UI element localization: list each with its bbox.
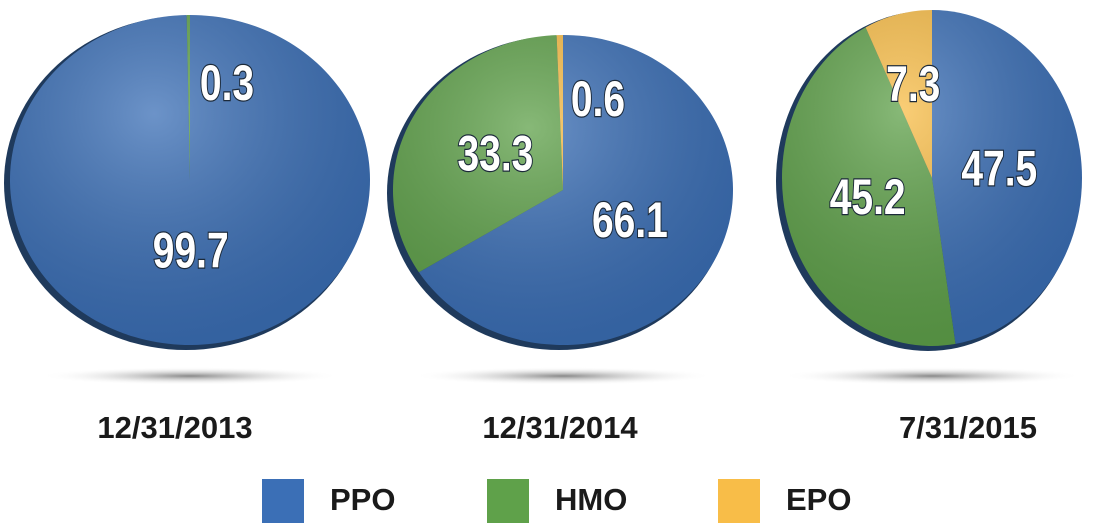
data-label: 0.3	[200, 54, 254, 111]
legend-swatch	[487, 479, 529, 523]
legend-label: EPO	[786, 482, 851, 517]
pie-shadow	[413, 367, 713, 385]
data-label: 99.7	[153, 222, 229, 279]
legend-swatch	[262, 479, 304, 523]
data-label: 7.3	[886, 56, 940, 113]
pie-title: 7/31/2015	[899, 410, 1037, 445]
pie-gloss	[782, 10, 1082, 346]
pie-gloss	[10, 15, 370, 345]
legend-label: PPO	[330, 482, 395, 517]
data-label: 45.2	[830, 168, 906, 225]
legend-label: HMO	[555, 482, 627, 517]
data-label: 33.3	[457, 125, 533, 182]
legend-swatch	[718, 479, 760, 523]
data-label: 66.1	[592, 191, 668, 248]
pie-gloss	[393, 35, 733, 345]
pie-shadow	[40, 367, 340, 385]
pie-shadow	[782, 367, 1082, 385]
data-label: 0.6	[571, 70, 625, 127]
data-label: 47.5	[961, 140, 1037, 197]
pie-title: 12/31/2013	[97, 410, 252, 445]
pie-title: 12/31/2014	[482, 410, 638, 445]
